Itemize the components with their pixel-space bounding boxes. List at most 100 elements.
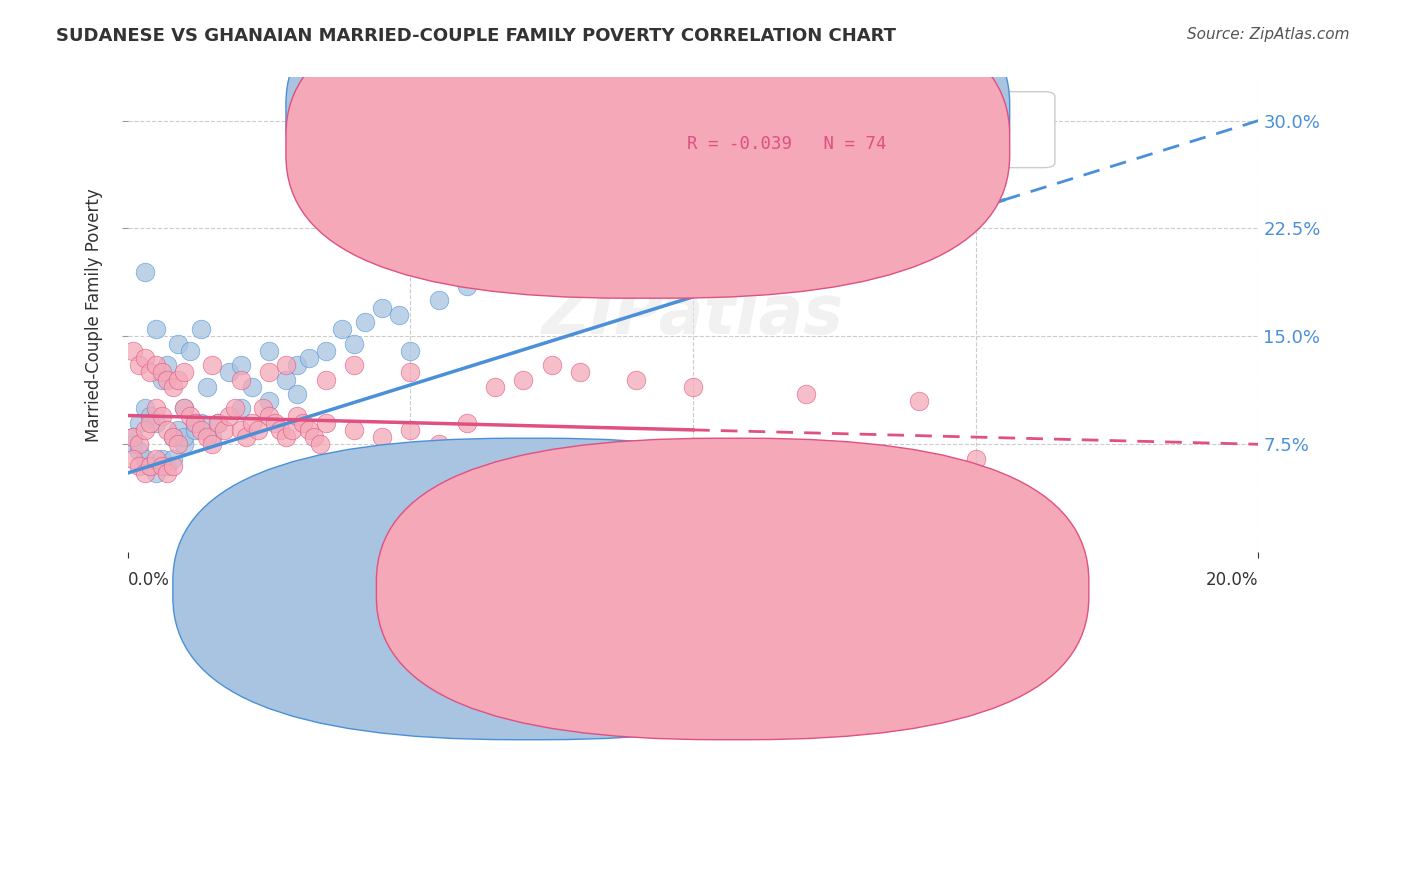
Point [190,322,212,336]
Point [388,308,411,322]
Point [145,451,167,466]
Point [207,416,229,430]
Point [229,358,252,372]
Point [484,380,506,394]
Point [150,458,173,473]
Point [184,423,207,437]
Point [626,228,648,243]
Point [285,358,308,372]
FancyBboxPatch shape [173,438,886,739]
Point [682,380,704,394]
Point [162,430,184,444]
Point [315,373,337,387]
Point [399,423,422,437]
Point [134,451,156,466]
Point [512,373,534,387]
Point [794,178,817,193]
Point [332,322,354,336]
Point [173,430,195,444]
Point [122,430,145,444]
Point [145,358,167,372]
Text: Ghanaians: Ghanaians [800,580,889,598]
Point [399,365,422,379]
Text: Source: ZipAtlas.com: Source: ZipAtlas.com [1187,27,1350,42]
Point [201,437,224,451]
Point [122,437,145,451]
Point [179,409,201,423]
Text: 20.0%: 20.0% [1206,571,1258,590]
Point [540,250,562,264]
Point [291,416,314,430]
Point [184,416,207,430]
Point [297,351,319,365]
Point [134,351,156,365]
Point [626,502,648,516]
Point [682,214,704,228]
Point [167,423,190,437]
Point [156,373,179,387]
Text: Sudanese: Sudanese [598,580,678,598]
Point [139,409,162,423]
Point [710,200,733,214]
Point [128,358,150,372]
Point [315,343,337,358]
Point [156,358,179,372]
Point [285,409,308,423]
Text: 0.0%: 0.0% [128,571,170,590]
Point [179,343,201,358]
Point [162,458,184,473]
Point [246,423,269,437]
Point [139,365,162,379]
Point [195,380,218,394]
Y-axis label: Married-Couple Family Poverty: Married-Couple Family Poverty [86,188,103,442]
Point [145,322,167,336]
Point [173,401,195,416]
Point [993,150,1015,164]
Point [122,343,145,358]
Point [128,416,150,430]
Point [173,401,195,416]
Point [240,416,263,430]
Point [184,416,207,430]
Point [190,416,212,430]
Point [315,416,337,430]
Point [965,451,987,466]
Point [302,430,325,444]
Point [150,409,173,423]
Point [145,401,167,416]
Point [134,423,156,437]
Point [427,437,450,451]
Point [122,430,145,444]
Point [280,423,302,437]
Point [128,444,150,458]
Point [212,423,235,437]
Point [540,358,562,372]
Point [150,373,173,387]
Point [207,416,229,430]
Point [263,416,285,430]
Point [427,293,450,308]
FancyBboxPatch shape [285,0,1010,298]
Point [343,423,366,437]
Point [195,430,218,444]
Point [167,336,190,351]
Point [343,336,366,351]
Point [371,430,394,444]
Point [257,365,280,379]
Point [145,466,167,480]
Point [257,409,280,423]
Point [218,365,240,379]
Point [285,387,308,401]
FancyBboxPatch shape [377,438,1088,739]
Point [257,343,280,358]
Point [224,401,246,416]
Point [128,458,150,473]
Point [399,343,422,358]
Point [257,394,280,409]
FancyBboxPatch shape [285,0,1010,268]
Point [252,401,274,416]
Point [598,235,620,250]
Point [167,437,190,451]
Point [371,301,394,315]
Point [173,437,195,451]
